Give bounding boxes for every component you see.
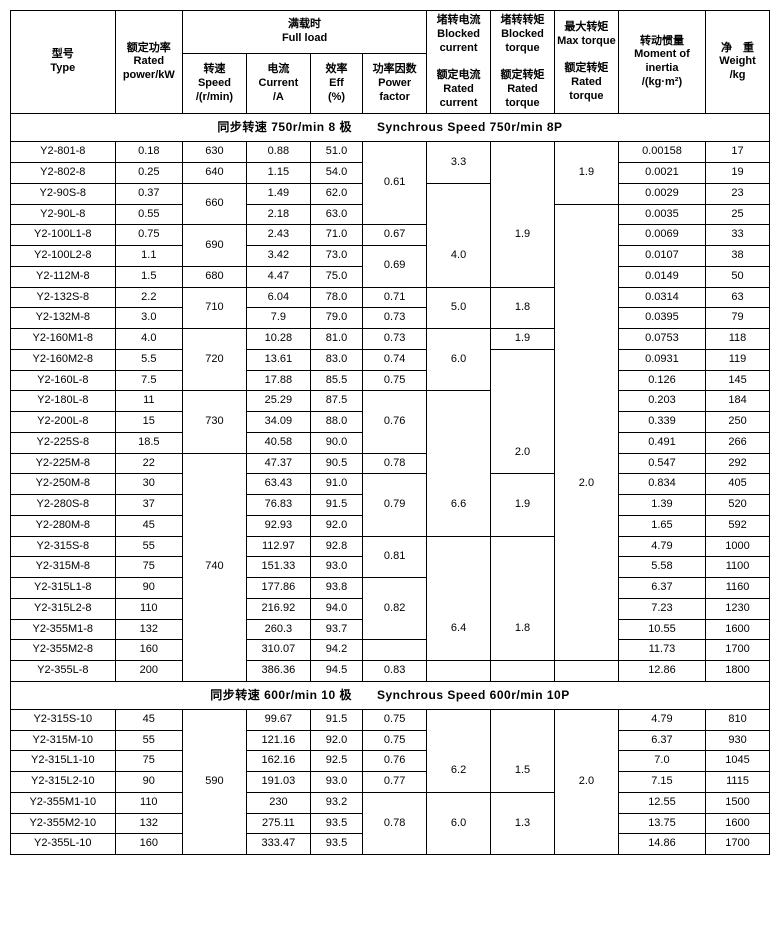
cell-btrq xyxy=(491,142,555,184)
cell-current: 0.88 xyxy=(246,142,310,163)
table-row: Y2-160L-87.5 17.8885.50.75 0.126145 xyxy=(11,370,770,391)
hdr-power: 额定功率Rated power/kW xyxy=(115,11,182,114)
table-row: Y2-315L1-890 177.8693.8 0.82 6.371160 xyxy=(11,578,770,599)
table-row: Y2-355M2-8160 310.0794.2 11.731700 xyxy=(11,640,770,661)
table-row: Y2-132M-83.07.979.00.73 2.0 0.039579 xyxy=(11,308,770,329)
cell-speed: 630 xyxy=(183,142,247,163)
cell-pf: 0.61 xyxy=(363,142,427,225)
hdr-eff: 效率Eff(%) xyxy=(310,54,362,114)
hdr-weight: 净 重Weight/kg xyxy=(706,11,770,114)
cell-mtrq: 1.9 xyxy=(554,142,618,204)
table-row: Y2-160M2-85.5 720 13.6183.00.74 0.093111… xyxy=(11,349,770,370)
cell-weight: 17 xyxy=(706,142,770,163)
table-row: Y2-225M-822 47.3790.50.78 0.547292 xyxy=(11,453,770,474)
table-row: Y2-250M-830 63.4391.0 0.79 6.6 1.9 0.834… xyxy=(11,474,770,495)
table-row: Y2-355M1-10110 23093.2 0.78 6.0 1.3 12.5… xyxy=(11,792,770,813)
section-8p-title: 同步转速 750r/min 8 极 Synchrous Speed 750r/m… xyxy=(11,114,770,142)
table-row: Y2-100L2-81.13.4273.0 0.69 0.010738 xyxy=(11,246,770,267)
table-header: 型号Type 额定功率Rated power/kW 满载时Full load 堵… xyxy=(11,11,770,114)
section-10p-title: 同步转速 600r/min 10 极 Synchrous Speed 600r/… xyxy=(11,681,770,709)
table-row: Y2-801-80.186300.8851.0 0.61 3.3 1.9 0.0… xyxy=(11,142,770,163)
cell-type: Y2-801-8 xyxy=(11,142,116,163)
cell-eff: 51.0 xyxy=(310,142,362,163)
hdr-inertia: 转动惯量Moment of inertia/(kg·m²) xyxy=(618,11,705,114)
cell-inertia: 0.00158 xyxy=(618,142,705,163)
table-row: Y2-315L2-1090 590 191.0393.00.77 7.15111… xyxy=(11,772,770,793)
table-row: Y2-180L-811 25.2987.5 0.76 0.203184 xyxy=(11,391,770,412)
motor-spec-table: 型号Type 额定功率Rated power/kW 满载时Full load 堵… xyxy=(10,10,770,855)
hdr-speed: 转速Speed/(r/min) xyxy=(183,54,247,114)
hdr-fullload: 满载时Full load xyxy=(183,11,427,54)
table-row: Y2-315S-855 112.9792.8 0.81 4.791000 xyxy=(11,536,770,557)
hdr-btrq: 堵转转矩Blocked torque额定转矩Rated torque xyxy=(491,11,555,114)
hdr-type: 型号Type xyxy=(11,11,116,114)
table-row: Y2-132S-82.2 710 6.0478.00.71 5.0 1.8 0.… xyxy=(11,287,770,308)
cell-power: 0.18 xyxy=(115,142,182,163)
cell-bcur: 3.3 xyxy=(427,142,491,184)
table-row: Y2-315L1-1075 162.1692.50.76 6.2 1.5 7.0… xyxy=(11,751,770,772)
table-row: Y2-160M1-84.0 10.2881.00.73 6.0 1.9 0.07… xyxy=(11,329,770,350)
table-row: Y2-315S-1045 99.6791.50.75 2.0 4.79810 xyxy=(11,709,770,730)
hdr-bcur: 堵转电流Blocked current额定电流Rated current xyxy=(427,11,491,114)
table-row: Y2-100L1-80.75 690 2.4371.00.67 4.0 0.00… xyxy=(11,225,770,246)
table-row: Y2-315M-1055 121.1692.00.75 6.37930 xyxy=(11,730,770,751)
hdr-pf: 功率因数Power factor xyxy=(363,54,427,114)
hdr-current: 电流Current/A xyxy=(246,54,310,114)
table-row: Y2-355L-8200 386.3694.50.83 12.861800 xyxy=(11,661,770,682)
hdr-mtrq: 最大转矩Max torque额定转矩Rated torque xyxy=(554,11,618,114)
